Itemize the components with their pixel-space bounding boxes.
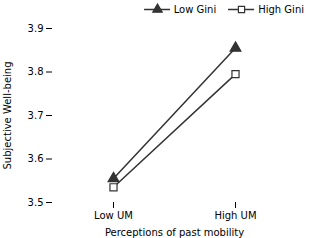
html-text:High Gini: High Gini xyxy=(258,3,304,15)
html-text:Low Gini: Low Gini xyxy=(173,3,217,15)
svg-text:High UM: High UM xyxy=(214,210,256,221)
svg-text:3.9: 3.9 xyxy=(28,23,44,34)
svg-text:Low UM: Low UM xyxy=(94,210,133,221)
svg-text:Perceptions of past mobility: Perceptions of past mobility xyxy=(105,227,244,238)
svg-text:3.6: 3.6 xyxy=(28,153,44,164)
svg-text:3.8: 3.8 xyxy=(28,66,44,77)
svg-text:3.7: 3.7 xyxy=(28,110,44,121)
svg-text:Subjective Well-being: Subjective Well-being xyxy=(2,62,13,170)
svg-text:3.5: 3.5 xyxy=(28,197,44,208)
